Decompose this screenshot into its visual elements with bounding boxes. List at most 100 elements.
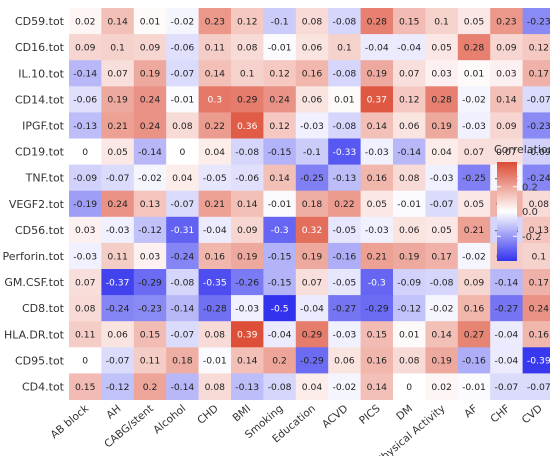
cell-value-label: 0.08 xyxy=(399,173,420,184)
cell-value-label: 0.24 xyxy=(140,95,161,106)
heatmap-cell xyxy=(393,347,426,374)
cell-value-label: 0.32 xyxy=(302,225,322,236)
cell-value-label: -0.19 xyxy=(73,199,97,210)
heatmap-cell xyxy=(425,269,459,296)
cell-value-label: 0.16 xyxy=(529,330,550,341)
cell-value-label: -0.12 xyxy=(138,225,162,236)
cell-value-label: -0.24 xyxy=(527,173,550,184)
cell-value-label: -0.01 xyxy=(268,199,292,210)
cell-value-label: -0.08 xyxy=(430,277,454,288)
cell-value-label: -0.01 xyxy=(397,199,421,210)
heatmap-cell xyxy=(360,373,394,400)
heatmap-cell xyxy=(457,34,491,61)
cell-value-label: -0.3 xyxy=(271,225,289,236)
heatmap-cell xyxy=(231,138,264,166)
cell-value-label: 0.04 xyxy=(205,147,226,158)
cell-value-label: 0.04 xyxy=(302,382,323,393)
cell-value-label: 0.05 xyxy=(464,199,485,210)
column-label-chd: CHD xyxy=(195,403,221,427)
heatmap-cell xyxy=(263,295,297,322)
heatmap-cell xyxy=(263,8,297,35)
cell-value-label: -0.01 xyxy=(203,356,227,367)
heatmap-cell xyxy=(328,216,362,244)
legend-ticks: 0.2 0.0 -0.2 xyxy=(497,182,542,243)
cell-value-label: 0.17 xyxy=(529,69,550,80)
heatmap-cell xyxy=(522,347,550,374)
cell-value-label: -0.37 xyxy=(106,277,130,288)
heatmap-cell xyxy=(133,269,167,296)
heatmap-cell xyxy=(263,347,297,374)
heatmap-cell xyxy=(393,60,426,87)
heatmap-cell xyxy=(101,8,135,35)
cell-value-label: 0.12 xyxy=(399,95,419,106)
heatmap-cell xyxy=(490,86,524,113)
cell-value-label: 0.21 xyxy=(107,121,127,132)
heatmap-cell xyxy=(101,190,135,218)
heatmap-cell xyxy=(457,190,491,218)
heatmap-cell xyxy=(133,295,167,322)
cell-value-label: -0.27 xyxy=(495,303,519,314)
cell-value-label: 0.14 xyxy=(367,121,388,132)
cell-value-label: 0 xyxy=(82,356,88,367)
cell-value-label: -0.09 xyxy=(397,277,421,288)
heatmap-cell xyxy=(522,269,550,296)
cell-value-label: 0.14 xyxy=(237,199,258,210)
cell-value-label: 0.39 xyxy=(237,330,258,341)
heatmap-cell xyxy=(425,60,459,87)
cell-value-label: 0.24 xyxy=(529,303,550,314)
cell-value-label: 0.05 xyxy=(431,42,452,53)
cell-value-label: -0.33 xyxy=(333,147,357,158)
cell-value-label: -0.14 xyxy=(73,69,97,80)
cell-value-label: 0.23 xyxy=(205,16,226,27)
heatmap-cell xyxy=(133,216,167,244)
heatmap-cell xyxy=(522,321,550,348)
cell-value-label: 0.16 xyxy=(367,356,388,367)
cell-value-label: 0.28 xyxy=(464,42,485,53)
legend-color-bar xyxy=(497,162,517,261)
heatmap-cell xyxy=(490,373,524,400)
heatmap-cell xyxy=(393,269,426,296)
heatmap-cell xyxy=(198,321,232,348)
cell-value-label: -0.1 xyxy=(303,147,321,158)
cell-value-label: -0.02 xyxy=(462,95,486,106)
cell-value-label: -0.03 xyxy=(430,173,454,184)
heatmap-cell xyxy=(198,34,232,61)
heatmap-cell xyxy=(522,34,550,61)
heatmap-cell xyxy=(360,295,394,322)
heatmap-cell xyxy=(295,295,329,322)
row-label-cd95-tot: CD95.tot xyxy=(15,354,65,367)
heatmap-cell xyxy=(457,164,491,192)
heatmap-cell xyxy=(69,269,102,296)
cell-value-label: 0.21 xyxy=(367,251,387,262)
heatmap-cell xyxy=(360,190,394,218)
heatmap-cell xyxy=(198,347,232,374)
cell-value-label: 0.07 xyxy=(399,69,420,80)
cell-value-label: 0.16 xyxy=(302,69,323,80)
cell-value-label: -0.08 xyxy=(171,277,195,288)
cell-value-label: 0.24 xyxy=(140,121,161,132)
cell-value-label: 0.13 xyxy=(140,199,161,210)
cell-value-label: 0.21 xyxy=(464,225,484,236)
cell-value-label: 0.2 xyxy=(272,356,287,367)
cell-value-label: 0.3 xyxy=(207,95,222,106)
cell-value-label: -0.3 xyxy=(368,277,386,288)
heatmap-cell xyxy=(360,347,394,374)
cell-value-label: -0.03 xyxy=(73,251,97,262)
heatmap-cell xyxy=(101,138,135,166)
cell-value-label: -0.02 xyxy=(171,16,195,27)
heatmap-cell xyxy=(425,164,459,192)
heatmap-cell xyxy=(166,242,200,270)
cell-value-label: -0.01 xyxy=(171,95,195,106)
cell-value-label: 0.17 xyxy=(431,251,452,262)
cell-value-label: -0.04 xyxy=(365,42,389,53)
cell-value-label: 0.15 xyxy=(399,16,420,27)
heatmap-cell xyxy=(360,242,394,270)
cell-value-label: 0.04 xyxy=(431,147,452,158)
heatmap-cell xyxy=(457,138,491,166)
heatmap-cell xyxy=(231,321,264,348)
cell-value-label: 0.08 xyxy=(237,42,258,53)
heatmap-cell xyxy=(360,269,394,296)
cell-value-label: -0.23 xyxy=(527,16,550,27)
heatmap-cell xyxy=(231,295,264,322)
heatmap-cell xyxy=(457,8,491,35)
